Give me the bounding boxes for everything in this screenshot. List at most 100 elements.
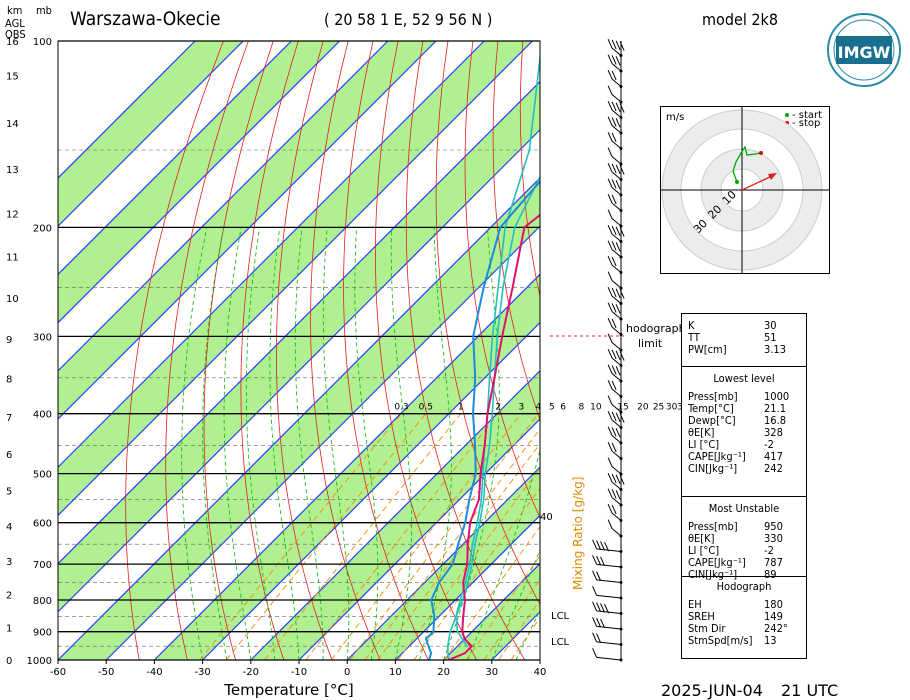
wind-barb-flag <box>607 348 613 359</box>
wind-barb-flag <box>607 286 613 297</box>
wind-barb-flag <box>592 586 598 596</box>
mixing-ratio-label-2: 1 <box>458 403 464 413</box>
dewpoint-curve <box>424 180 540 660</box>
wind-barb-flag <box>619 41 625 51</box>
wind-barb-flag <box>592 539 598 550</box>
wind-barb-flag <box>596 602 602 612</box>
isotherm <box>58 128 540 613</box>
moist-adiabat <box>491 549 540 660</box>
wind-barb-flag <box>611 473 617 484</box>
moist-adiabat <box>202 227 228 660</box>
wind-barb-flag <box>607 85 613 95</box>
indices-value-2: 3.13 <box>764 343 787 356</box>
parcel-curve <box>446 175 540 660</box>
km-tick-5: 5 <box>6 487 12 498</box>
pressure-tick-800: 800 <box>33 596 52 607</box>
wind-barb-flag <box>607 457 613 467</box>
wind-barb-flag <box>611 365 617 375</box>
moist-adiabat <box>246 227 276 660</box>
wind-barb <box>611 109 622 118</box>
wind-barb-flag <box>615 242 621 252</box>
wind-barb <box>611 187 622 196</box>
parcel-mu-curve <box>455 51 540 647</box>
mixing-ratio-label-4: 3 <box>518 403 524 413</box>
wind-barb <box>611 481 622 490</box>
km-tick-4: 4 <box>6 522 12 533</box>
mixing-ratio-label-9: 10 <box>590 403 602 413</box>
km-tick-7: 7 <box>6 413 12 424</box>
wind-barb-flag <box>611 241 617 251</box>
wind-barb-flag <box>615 428 621 438</box>
wind-barb-flag <box>619 227 625 237</box>
mixing-ratio-line <box>510 616 540 660</box>
wind-barb-flag <box>604 604 610 614</box>
wind-barb-flag <box>611 442 617 453</box>
hodo_stats-label-0: EH <box>688 598 702 611</box>
agl-label: AGL <box>5 17 25 30</box>
km-tick-10: 10 <box>6 294 19 305</box>
isotherm <box>250 369 540 660</box>
storm-motion-arrowhead <box>768 173 777 180</box>
hodograph-trace <box>732 145 762 183</box>
wind-barb-flag <box>600 541 606 551</box>
isotherm <box>58 41 292 276</box>
wind-barb-flag <box>592 632 598 643</box>
wind-barb <box>611 280 622 289</box>
dry-adiabat <box>822 41 910 660</box>
wind-barb <box>611 63 622 72</box>
wind-barb-flag <box>600 556 606 567</box>
indices-label-1: TT <box>688 331 700 344</box>
lcl-label-1: LCL <box>551 611 570 622</box>
wind-barb <box>611 512 622 521</box>
wind-barb-flag <box>615 350 621 360</box>
lowest-label-4: LI [°C] <box>688 438 720 451</box>
wind-barb <box>611 342 622 351</box>
pressure-tick-200: 200 <box>33 223 52 234</box>
wind-barb <box>611 202 622 211</box>
imgw-logo: IMGW <box>826 12 902 88</box>
isotherm <box>58 41 485 469</box>
mixing-ratio-label: Mixing Ratio [g/kg] <box>571 477 585 590</box>
temp-tick--50: -50 <box>98 667 114 678</box>
wind-barb-flag <box>607 379 613 390</box>
wind-barb-flag <box>619 475 625 485</box>
km-tick-14: 14 <box>6 119 19 130</box>
wind-barb-flag <box>611 380 617 391</box>
isotherm <box>58 41 341 324</box>
wind-barb-flag <box>596 555 602 566</box>
wind-barb-flag <box>604 542 610 552</box>
wind-barb <box>611 419 622 428</box>
wind-barb <box>596 656 622 661</box>
wind-barb-flag <box>592 555 598 565</box>
hodograph-start-point <box>735 180 739 184</box>
hodograph-limit-text-1: hodograph <box>626 322 686 335</box>
valid-date: 2025-JUN-04 <box>661 681 763 700</box>
unstable-value-2: -2 <box>764 544 774 557</box>
wind-barb <box>596 594 622 599</box>
wind-barb-flag <box>607 426 613 436</box>
km-tick-16: 16 <box>6 37 19 48</box>
wind-barb-flag <box>611 39 617 50</box>
lowest-value-2: 16.8 <box>764 414 787 427</box>
unstable-label-1: θE[K] <box>688 532 715 545</box>
lowest-label-5: CAPE[Jkg⁻¹] <box>688 450 746 463</box>
wind-barb-flag <box>607 519 613 529</box>
km-tick-15: 15 <box>6 71 19 82</box>
isotherm <box>58 41 533 517</box>
wind-barb-flag <box>607 131 613 142</box>
mixing-ratio-label-10: 15 <box>617 403 628 413</box>
wind-barb-flag <box>615 288 621 298</box>
isotherm <box>58 177 540 660</box>
wind-barb <box>611 78 622 87</box>
pressure-tick-500: 500 <box>33 470 52 481</box>
moist-adiabat <box>390 227 412 660</box>
indices-panel: K 30 TT 51 PW[cm] 3.13 Lowest level Press[mb] 1… <box>681 313 807 659</box>
wind-barb-flag <box>611 256 617 267</box>
wind-barb-flag <box>607 317 613 328</box>
wind-barb-flag <box>592 648 598 658</box>
wind-barb-flag <box>592 601 598 612</box>
unstable-label-0: Press[mb] <box>688 520 738 533</box>
moist-adiabat <box>269 227 300 660</box>
station-coords: ( 20 58 1 E, 52 9 56 N ) <box>324 10 493 29</box>
mixing-ratio-label-8: 8 <box>578 403 584 413</box>
